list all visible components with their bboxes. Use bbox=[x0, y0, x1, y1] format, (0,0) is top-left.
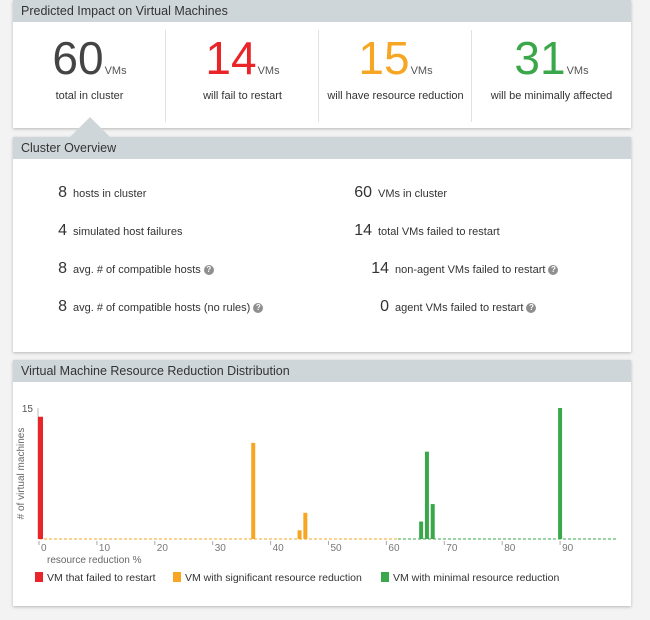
stat-unit: VMs bbox=[104, 65, 127, 77]
legend-label: VM with significant resource reduction bbox=[185, 572, 362, 584]
divider bbox=[165, 30, 166, 122]
overview-value: 8 bbox=[58, 260, 67, 277]
legend-label: VM with minimal resource reduction bbox=[393, 572, 560, 584]
overview-hosts: 8 hosts in cluster bbox=[57, 184, 146, 202]
overview-label: agent VMs failed to restart bbox=[395, 302, 524, 314]
overview-label: non-agent VMs failed to restart bbox=[395, 264, 546, 276]
overview-vms-in-cluster: 60 VMs in cluster bbox=[351, 184, 447, 202]
x-tick-label: 60 bbox=[388, 543, 400, 554]
legend-significant[interactable]: VM with significant resource reduction bbox=[173, 572, 362, 584]
overview-label: total VMs failed to restart bbox=[378, 226, 500, 238]
legend-swatch-green bbox=[381, 572, 389, 582]
bar bbox=[38, 416, 43, 539]
bar bbox=[558, 408, 563, 539]
stat-label: will be minimally affected bbox=[490, 90, 613, 102]
impact-stats: 60VMs total in cluster 14VMs will fail t… bbox=[13, 22, 631, 128]
x-tick-label: 50 bbox=[331, 543, 343, 554]
divider bbox=[471, 30, 472, 122]
x-tick-label: 80 bbox=[504, 543, 516, 554]
bar bbox=[251, 442, 256, 539]
legend-swatch-red bbox=[35, 572, 43, 582]
predicted-impact-panel: Predicted Impact on Virtual Machines 60V… bbox=[13, 0, 631, 128]
x-tick-label: 10 bbox=[99, 543, 111, 554]
stat-minimally-affected[interactable]: 31VMs will be minimally affected bbox=[472, 22, 631, 128]
x-tick-label: 30 bbox=[215, 543, 227, 554]
x-tick-label: 70 bbox=[446, 543, 458, 554]
stat-fail-restart[interactable]: 14VMs will fail to restart bbox=[166, 22, 319, 128]
cluster-overview-panel: Cluster Overview 8 hosts in cluster 4 simu… bbox=[13, 137, 631, 352]
distribution-title: Virtual Machine Resource Reduction Distr… bbox=[13, 360, 631, 382]
overview-total-failed: 14 total VMs failed to restart bbox=[351, 222, 500, 240]
overview-compatible-hosts: 8 avg. # of compatible hosts? bbox=[57, 260, 214, 278]
stat-value: 31 bbox=[514, 32, 566, 84]
stat-unit: VMs bbox=[257, 65, 280, 77]
stat-unit: VMs bbox=[410, 65, 433, 77]
legend-minimal[interactable]: VM with minimal resource reduction bbox=[381, 572, 559, 584]
predicted-impact-title: Predicted Impact on Virtual Machines bbox=[13, 0, 631, 22]
overview-compatible-hosts-no-rules: 8 avg. # of compatible hosts (no rules)? bbox=[57, 298, 264, 316]
stat-resource-reduction[interactable]: 15VMs will have resource reduction bbox=[319, 22, 472, 128]
help-icon[interactable]: ? bbox=[526, 303, 537, 313]
x-tick-label: 90 bbox=[562, 543, 574, 554]
y-tick-label: 15 bbox=[22, 404, 34, 415]
help-icon[interactable]: ? bbox=[253, 303, 264, 313]
overview-value: 14 bbox=[371, 260, 389, 277]
distribution-panel: Virtual Machine Resource Reduction Distr… bbox=[13, 360, 631, 606]
distribution-chart: 15 # of virtual machines 0 10 20 30 40 50 60 70 80… bbox=[16, 404, 618, 566]
overview-value: 0 bbox=[380, 298, 389, 315]
selection-pointer bbox=[70, 117, 110, 137]
legend-label: VM that failed to restart bbox=[47, 572, 156, 584]
bar bbox=[303, 512, 308, 539]
stat-value: 14 bbox=[205, 32, 257, 84]
overview-label: VMs in cluster bbox=[378, 188, 448, 200]
x-axis-title: resource reduction % bbox=[47, 555, 142, 566]
stat-value: 15 bbox=[358, 32, 410, 84]
stat-label: will fail to restart bbox=[203, 90, 282, 102]
divider bbox=[318, 30, 319, 122]
overview-label: hosts in cluster bbox=[73, 188, 147, 200]
overview-value: 14 bbox=[354, 222, 372, 239]
stat-unit: VMs bbox=[566, 65, 589, 77]
x-tick-label: 0 bbox=[41, 543, 47, 554]
overview-simulated-failures: 4 simulated host failures bbox=[57, 222, 182, 240]
stat-total-vms[interactable]: 60VMs total in cluster bbox=[13, 22, 166, 128]
help-icon[interactable]: ? bbox=[548, 265, 559, 275]
bar bbox=[419, 521, 424, 539]
overview-label: avg. # of compatible hosts (no rules) bbox=[73, 302, 251, 314]
x-tick-label: 40 bbox=[273, 543, 285, 554]
bar bbox=[424, 451, 429, 539]
overview-agent-failed: 0 agent VMs failed to restart? bbox=[368, 298, 537, 316]
x-tick-label: 20 bbox=[157, 543, 169, 554]
overview-value: 60 bbox=[354, 184, 372, 201]
overview-label: avg. # of compatible hosts bbox=[73, 264, 201, 276]
stat-value: 60 bbox=[52, 32, 104, 84]
legend-failed[interactable]: VM that failed to restart bbox=[35, 572, 156, 584]
bar bbox=[297, 530, 302, 539]
y-axis-title: # of virtual machines bbox=[16, 428, 27, 520]
overview-value: 4 bbox=[58, 222, 67, 239]
overview-value: 8 bbox=[58, 298, 67, 315]
overview-value: 8 bbox=[58, 184, 67, 201]
overview-label: simulated host failures bbox=[73, 226, 183, 238]
overview-non-agent-failed: 14 non-agent VMs failed to restart? bbox=[368, 260, 559, 278]
bar bbox=[430, 504, 435, 539]
stat-label: will have resource reduction bbox=[327, 90, 464, 102]
cluster-overview-title: Cluster Overview bbox=[13, 137, 631, 159]
help-icon[interactable]: ? bbox=[203, 265, 214, 275]
legend-swatch-orange bbox=[173, 572, 181, 582]
stat-label: total in cluster bbox=[55, 90, 124, 102]
